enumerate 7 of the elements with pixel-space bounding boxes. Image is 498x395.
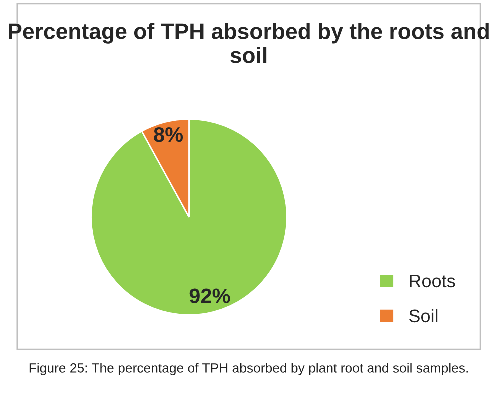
data-label: 8% [154,127,184,142]
caption: Figure 25: The percentage of TPH absorbed by plant root and soil samples. [30,363,468,376]
legend-label: Roots [410,275,456,288]
chart-title: Percentage of TPH absorbed by the roots and soil [9,23,489,64]
data-label: 92% [190,288,230,304]
pie-slice [90,118,288,316]
legend-label: Soil [410,309,438,323]
